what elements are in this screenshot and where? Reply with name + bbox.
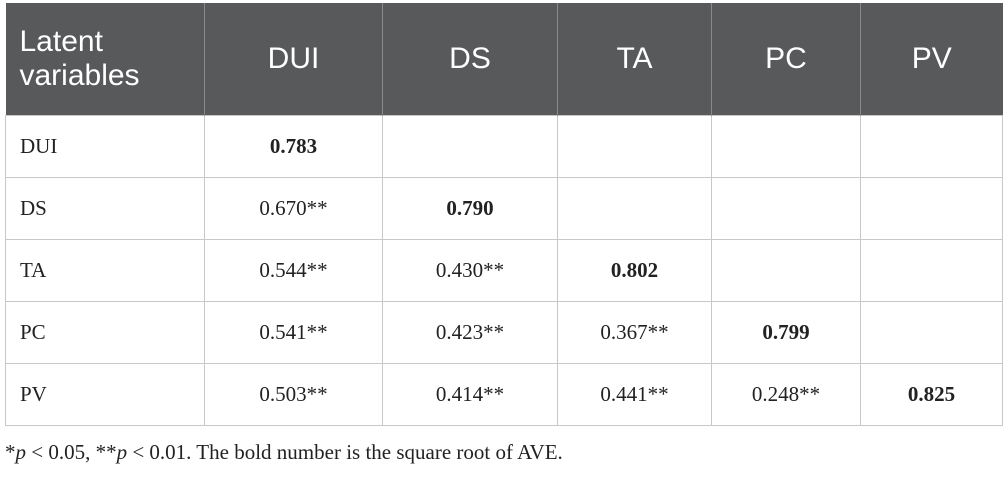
header-cell: PV [860, 3, 1003, 115]
empty-cell [711, 114, 861, 178]
cell: 0.441** [557, 362, 712, 426]
correlation-table: Latent variables DUI DS TA PC PV DUI 0.783 DS 0.… [5, 3, 1003, 426]
empty-cell [860, 176, 1003, 240]
cell: 0.430** [382, 238, 558, 302]
cell: 0.248** [711, 362, 861, 426]
table-row: PV 0.503** 0.414** 0.441** 0.248** 0.825 [5, 362, 1003, 426]
header-row: Latent variables DUI DS TA PC PV [5, 3, 1003, 115]
footnote-part: p [116, 440, 128, 464]
empty-cell [711, 238, 861, 302]
footnote-part: p [15, 440, 27, 464]
cell: 0.414** [382, 362, 558, 426]
header-cell: Latent variables [5, 3, 205, 115]
cell: 0.790 [382, 176, 558, 240]
table-row: TA 0.544** 0.430** 0.802 [5, 238, 1003, 302]
footnote-part: < 0.05, ** [26, 440, 117, 464]
table-row: PC 0.541** 0.423** 0.367** 0.799 [5, 300, 1003, 364]
row-label: PC [5, 300, 205, 364]
table-row: DUI 0.783 [5, 114, 1003, 178]
cell: 0.670** [204, 176, 383, 240]
row-label: DUI [5, 114, 205, 178]
empty-cell [557, 176, 712, 240]
table-row: DS 0.670** 0.790 [5, 176, 1003, 240]
empty-cell [860, 300, 1003, 364]
cell: 0.503** [204, 362, 383, 426]
header-cell: PC [711, 3, 861, 115]
empty-cell [860, 238, 1003, 302]
footnote: *p < 0.05, **p < 0.01. The bold number i… [5, 440, 563, 465]
header-cell: TA [557, 3, 712, 115]
cell: 0.825 [860, 362, 1003, 426]
footnote-part: * [5, 440, 16, 464]
empty-cell [557, 114, 712, 178]
cell: 0.802 [557, 238, 712, 302]
cell: 0.423** [382, 300, 558, 364]
cell: 0.783 [204, 114, 383, 178]
cell: 0.544** [204, 238, 383, 302]
row-label: TA [5, 238, 205, 302]
cell: 0.541** [204, 300, 383, 364]
row-label: DS [5, 176, 205, 240]
row-label: PV [5, 362, 205, 426]
table-body: DUI 0.783 DS 0.670** 0.790 TA 0.544** 0.430** 0.… [5, 114, 1003, 426]
cell: 0.367** [557, 300, 712, 364]
header-cell: DUI [204, 3, 383, 115]
cell: 0.799 [711, 300, 861, 364]
footnote-part: < 0.01. The bold number is the square ro… [127, 440, 563, 464]
empty-cell [711, 176, 861, 240]
empty-cell [382, 114, 558, 178]
empty-cell [860, 114, 1003, 178]
header-cell: DS [382, 3, 558, 115]
